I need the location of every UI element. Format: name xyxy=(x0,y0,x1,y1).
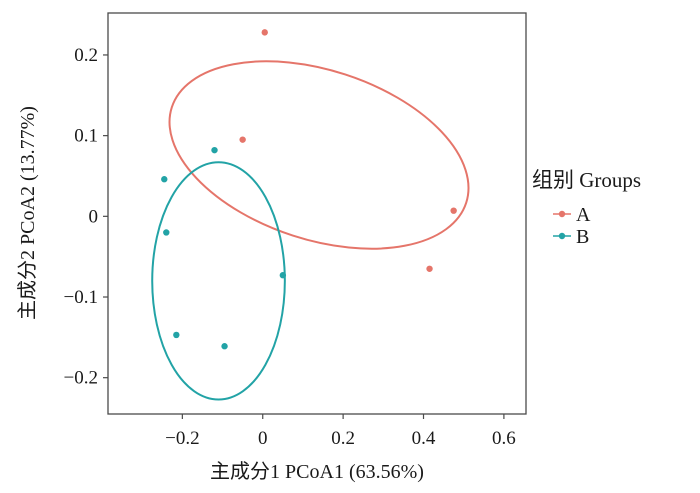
y-axis-title: 主成分2 PCoA2 (13.77%) xyxy=(16,106,39,320)
point-group-a-4 xyxy=(426,265,433,272)
point-group-b-4 xyxy=(279,272,287,279)
y-tick-label: −0.1 xyxy=(64,287,98,308)
y-tick-label: 0.2 xyxy=(74,45,98,66)
legend-label-a: A xyxy=(576,204,591,226)
legend-title: 组别 Groups xyxy=(532,168,641,192)
x-tick-label: 0.2 xyxy=(331,428,355,449)
x-axis-title: 主成分1 PCoA1 (63.56%) xyxy=(210,460,424,483)
y-tick-label: 0.1 xyxy=(74,126,98,147)
point-group-b-5 xyxy=(173,331,180,339)
data-points xyxy=(161,29,457,350)
point-group-b-2 xyxy=(161,176,168,183)
ellipse-group-b xyxy=(151,161,286,401)
x-tick-label: 0.6 xyxy=(492,428,516,449)
point-group-b-1 xyxy=(211,146,218,154)
point-group-a-2 xyxy=(239,136,246,143)
point-group-a-3 xyxy=(450,207,457,214)
legend-key-dot xyxy=(558,232,566,240)
point-group-a-1 xyxy=(261,29,268,36)
x-tick-label: 0 xyxy=(258,428,268,449)
y-tick-label: 0 xyxy=(89,206,99,227)
point-group-b-6 xyxy=(221,343,228,350)
legend: 组别 Groups AB xyxy=(532,168,641,248)
x-tick-label: 0.4 xyxy=(412,428,436,449)
y-axis-ticks: −0.2 −0.1 0 0.1 0.2 xyxy=(64,45,108,389)
plot-panel xyxy=(107,12,527,415)
ellipse-group-a xyxy=(168,60,470,250)
y-tick-label: −0.2 xyxy=(64,368,98,389)
x-tick-label: −0.2 xyxy=(165,428,199,449)
confidence-ellipses xyxy=(151,60,470,401)
legend-label-b: B xyxy=(576,226,589,248)
point-group-b-3 xyxy=(163,229,170,236)
x-axis-ticks: −0.2 0 0.2 0.4 0.6 xyxy=(165,414,516,449)
legend-key-dot xyxy=(558,210,566,218)
